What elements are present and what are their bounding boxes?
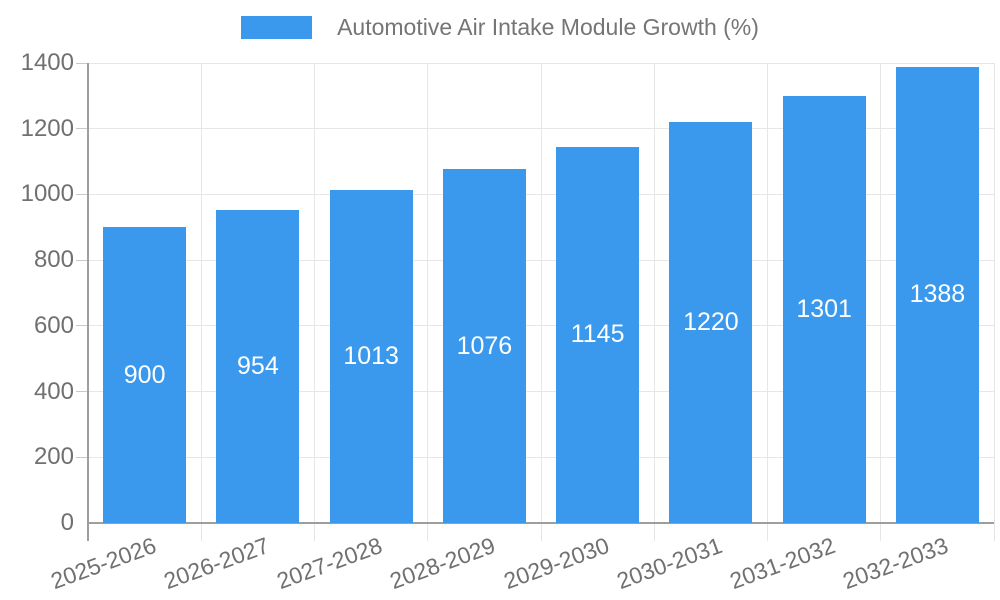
y-tick-label: 200 <box>33 443 74 471</box>
bar[interactable]: 900 <box>103 227 187 523</box>
y-tick-mark <box>76 259 88 261</box>
legend-swatch <box>241 16 313 39</box>
x-tick-mark <box>427 63 429 541</box>
y-tick-mark <box>76 128 88 130</box>
y-tick-label: 0 <box>60 509 74 536</box>
bar-value-label: 900 <box>123 360 166 389</box>
x-axis-label: 2025-2026 <box>46 532 160 595</box>
legend-item[interactable]: Automotive Air Intake Module Growth (%) <box>0 16 1000 39</box>
bar-value-label: 1013 <box>343 342 399 371</box>
x-axis-label: 2031-2032 <box>726 532 839 595</box>
x-axis-label: 2028-2029 <box>386 532 499 595</box>
x-tick-mark <box>880 63 882 541</box>
bar-value-label: 1388 <box>909 280 966 309</box>
bar[interactable]: 1220 <box>669 122 753 523</box>
legend-label: Automotive Air Intake Module Growth (%) <box>337 14 759 40</box>
y-tick-mark <box>76 62 88 64</box>
bar[interactable]: 1013 <box>329 190 413 523</box>
bar[interactable]: 1145 <box>556 146 640 523</box>
y-axis-line <box>87 63 89 541</box>
x-tick-mark <box>993 63 995 541</box>
bar[interactable]: 1076 <box>442 169 526 523</box>
x-tick-mark <box>540 63 542 541</box>
y-tick-label: 1400 <box>20 49 74 76</box>
x-axis-label: 2032-2033 <box>839 532 952 595</box>
y-tick-label: 400 <box>33 377 74 405</box>
x-tick-mark <box>200 63 202 541</box>
y-tick-label: 1200 <box>20 114 74 142</box>
y-tick-mark <box>76 193 88 195</box>
bar-value-label: 1076 <box>456 331 513 360</box>
bar[interactable]: 1301 <box>782 95 866 523</box>
y-tick-label: 800 <box>33 246 74 274</box>
bar[interactable]: 1388 <box>895 66 979 523</box>
bar-value-label: 1301 <box>796 294 852 323</box>
x-axis-label: 2026-2027 <box>160 532 273 595</box>
bar-value-label: 1220 <box>683 308 739 337</box>
bar[interactable]: 954 <box>216 209 300 523</box>
y-tick-mark <box>76 391 88 393</box>
x-axis-label: 2027-2028 <box>273 532 386 595</box>
x-axis-line <box>88 522 994 524</box>
y-tick-mark <box>76 325 88 327</box>
x-tick-mark <box>767 63 768 541</box>
x-axis-label: 2029-2030 <box>499 532 613 595</box>
y-tick-mark <box>76 456 88 458</box>
bar-value-label: 954 <box>237 351 279 380</box>
bar-value-label: 1145 <box>570 320 625 349</box>
x-tick-mark <box>314 63 315 541</box>
x-tick-mark <box>653 63 655 541</box>
y-tick-label: 600 <box>33 311 74 339</box>
y-tick-label: 1000 <box>20 180 74 208</box>
x-axis-label: 2030-2031 <box>613 532 726 595</box>
